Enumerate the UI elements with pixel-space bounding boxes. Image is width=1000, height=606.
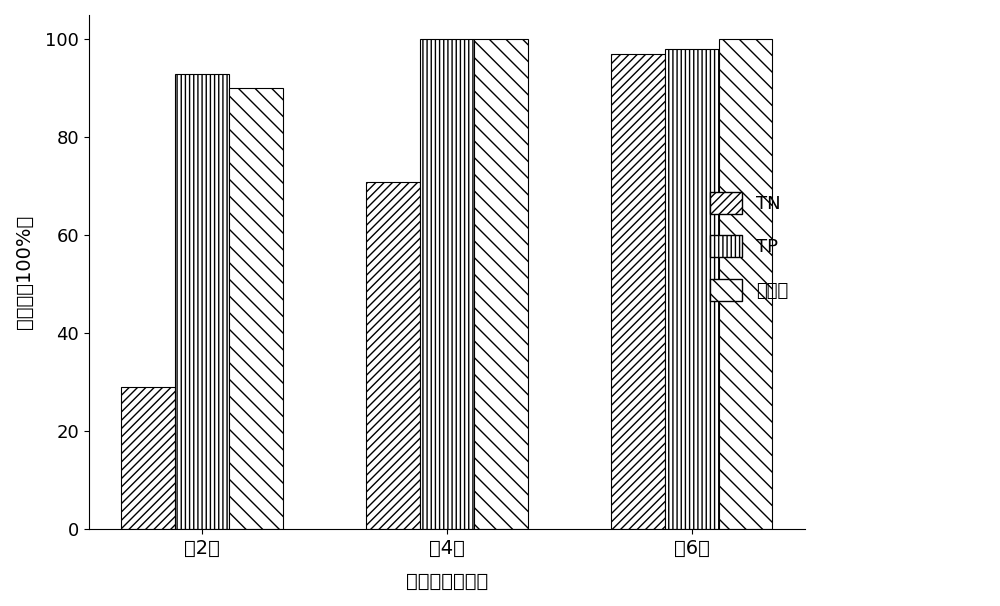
Y-axis label: 去除率（100%）: 去除率（100%）	[15, 215, 34, 329]
Bar	[474, 39, 528, 530]
Bar	[121, 387, 175, 530]
Bar	[665, 49, 719, 530]
Bar	[175, 74, 229, 530]
Bar	[611, 54, 665, 530]
Bar	[420, 39, 474, 530]
Bar	[719, 39, 772, 530]
Bar	[366, 182, 420, 530]
X-axis label: 处理天数（天）: 处理天数（天）	[406, 572, 488, 591]
Legend: TN, TP, 小球藻: TN, TP, 小球藻	[702, 185, 796, 308]
Bar	[229, 88, 283, 530]
